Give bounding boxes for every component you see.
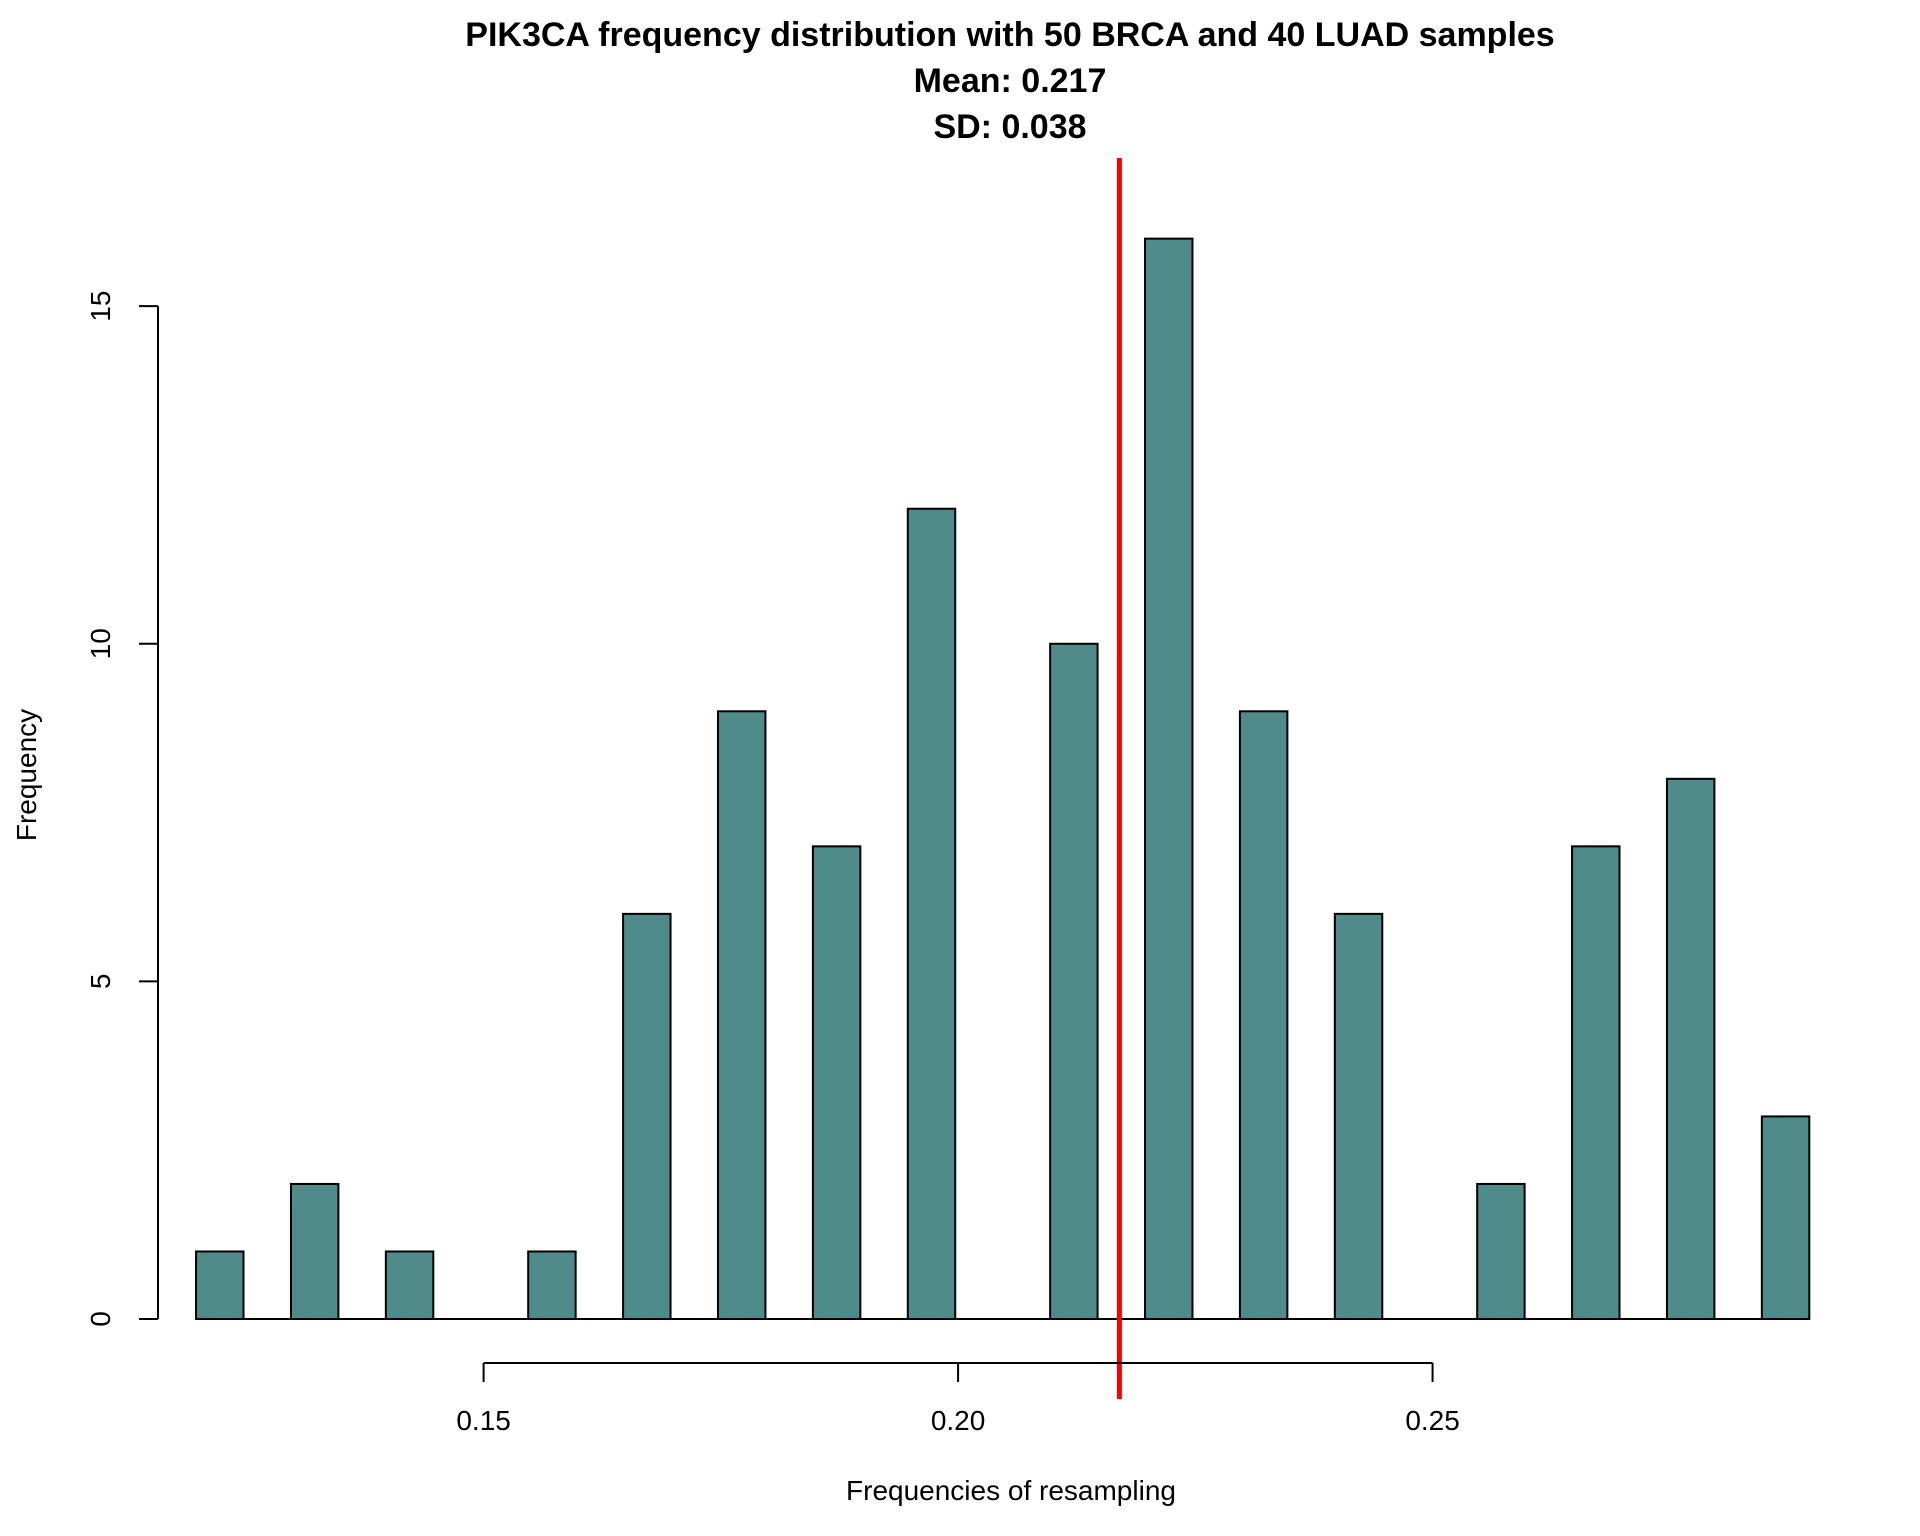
histogram-bar	[811, 845, 862, 1320]
histogram-bar	[1665, 777, 1716, 1320]
bars-layer	[195, 237, 1811, 1321]
y-axis: 0 5 10 15	[85, 291, 159, 1327]
y-tick-label: 5	[85, 974, 116, 990]
y-axis-label: Frequency	[11, 709, 42, 841]
histogram-bar	[1760, 1115, 1811, 1321]
x-tick-label: 0.15	[456, 1405, 511, 1436]
chart-subtitle-sd: SD: 0.038	[933, 108, 1086, 146]
histogram-bar	[289, 1182, 340, 1320]
x-tick-label: 0.25	[1405, 1405, 1460, 1436]
histogram-bar	[1238, 710, 1289, 1320]
histogram-bar	[1476, 1182, 1526, 1320]
x-axis: 0.15 0.20 0.25	[456, 1362, 1460, 1436]
histogram-bar	[195, 1250, 245, 1321]
histogram-bar	[1144, 237, 1194, 1320]
y-tick-label: 10	[85, 628, 116, 659]
histogram-bar	[1049, 642, 1099, 1320]
histogram-bar	[906, 507, 957, 1321]
chart-title: PIK3CA frequency distribution with 50 BR…	[465, 16, 1554, 54]
histogram-bar	[622, 912, 672, 1320]
x-axis-label: Frequencies of resampling	[846, 1475, 1176, 1506]
y-tick-label: 0	[85, 1311, 116, 1327]
histogram-bar	[384, 1250, 435, 1321]
y-tick-label: 15	[85, 291, 116, 322]
histogram-bar	[527, 1250, 577, 1321]
chart-subtitle-mean: Mean: 0.217	[914, 62, 1107, 100]
histogram-bar	[1333, 912, 1384, 1320]
histogram-bar	[716, 710, 767, 1320]
x-tick-label: 0.20	[931, 1405, 986, 1436]
histogram-bar	[1571, 845, 1621, 1320]
